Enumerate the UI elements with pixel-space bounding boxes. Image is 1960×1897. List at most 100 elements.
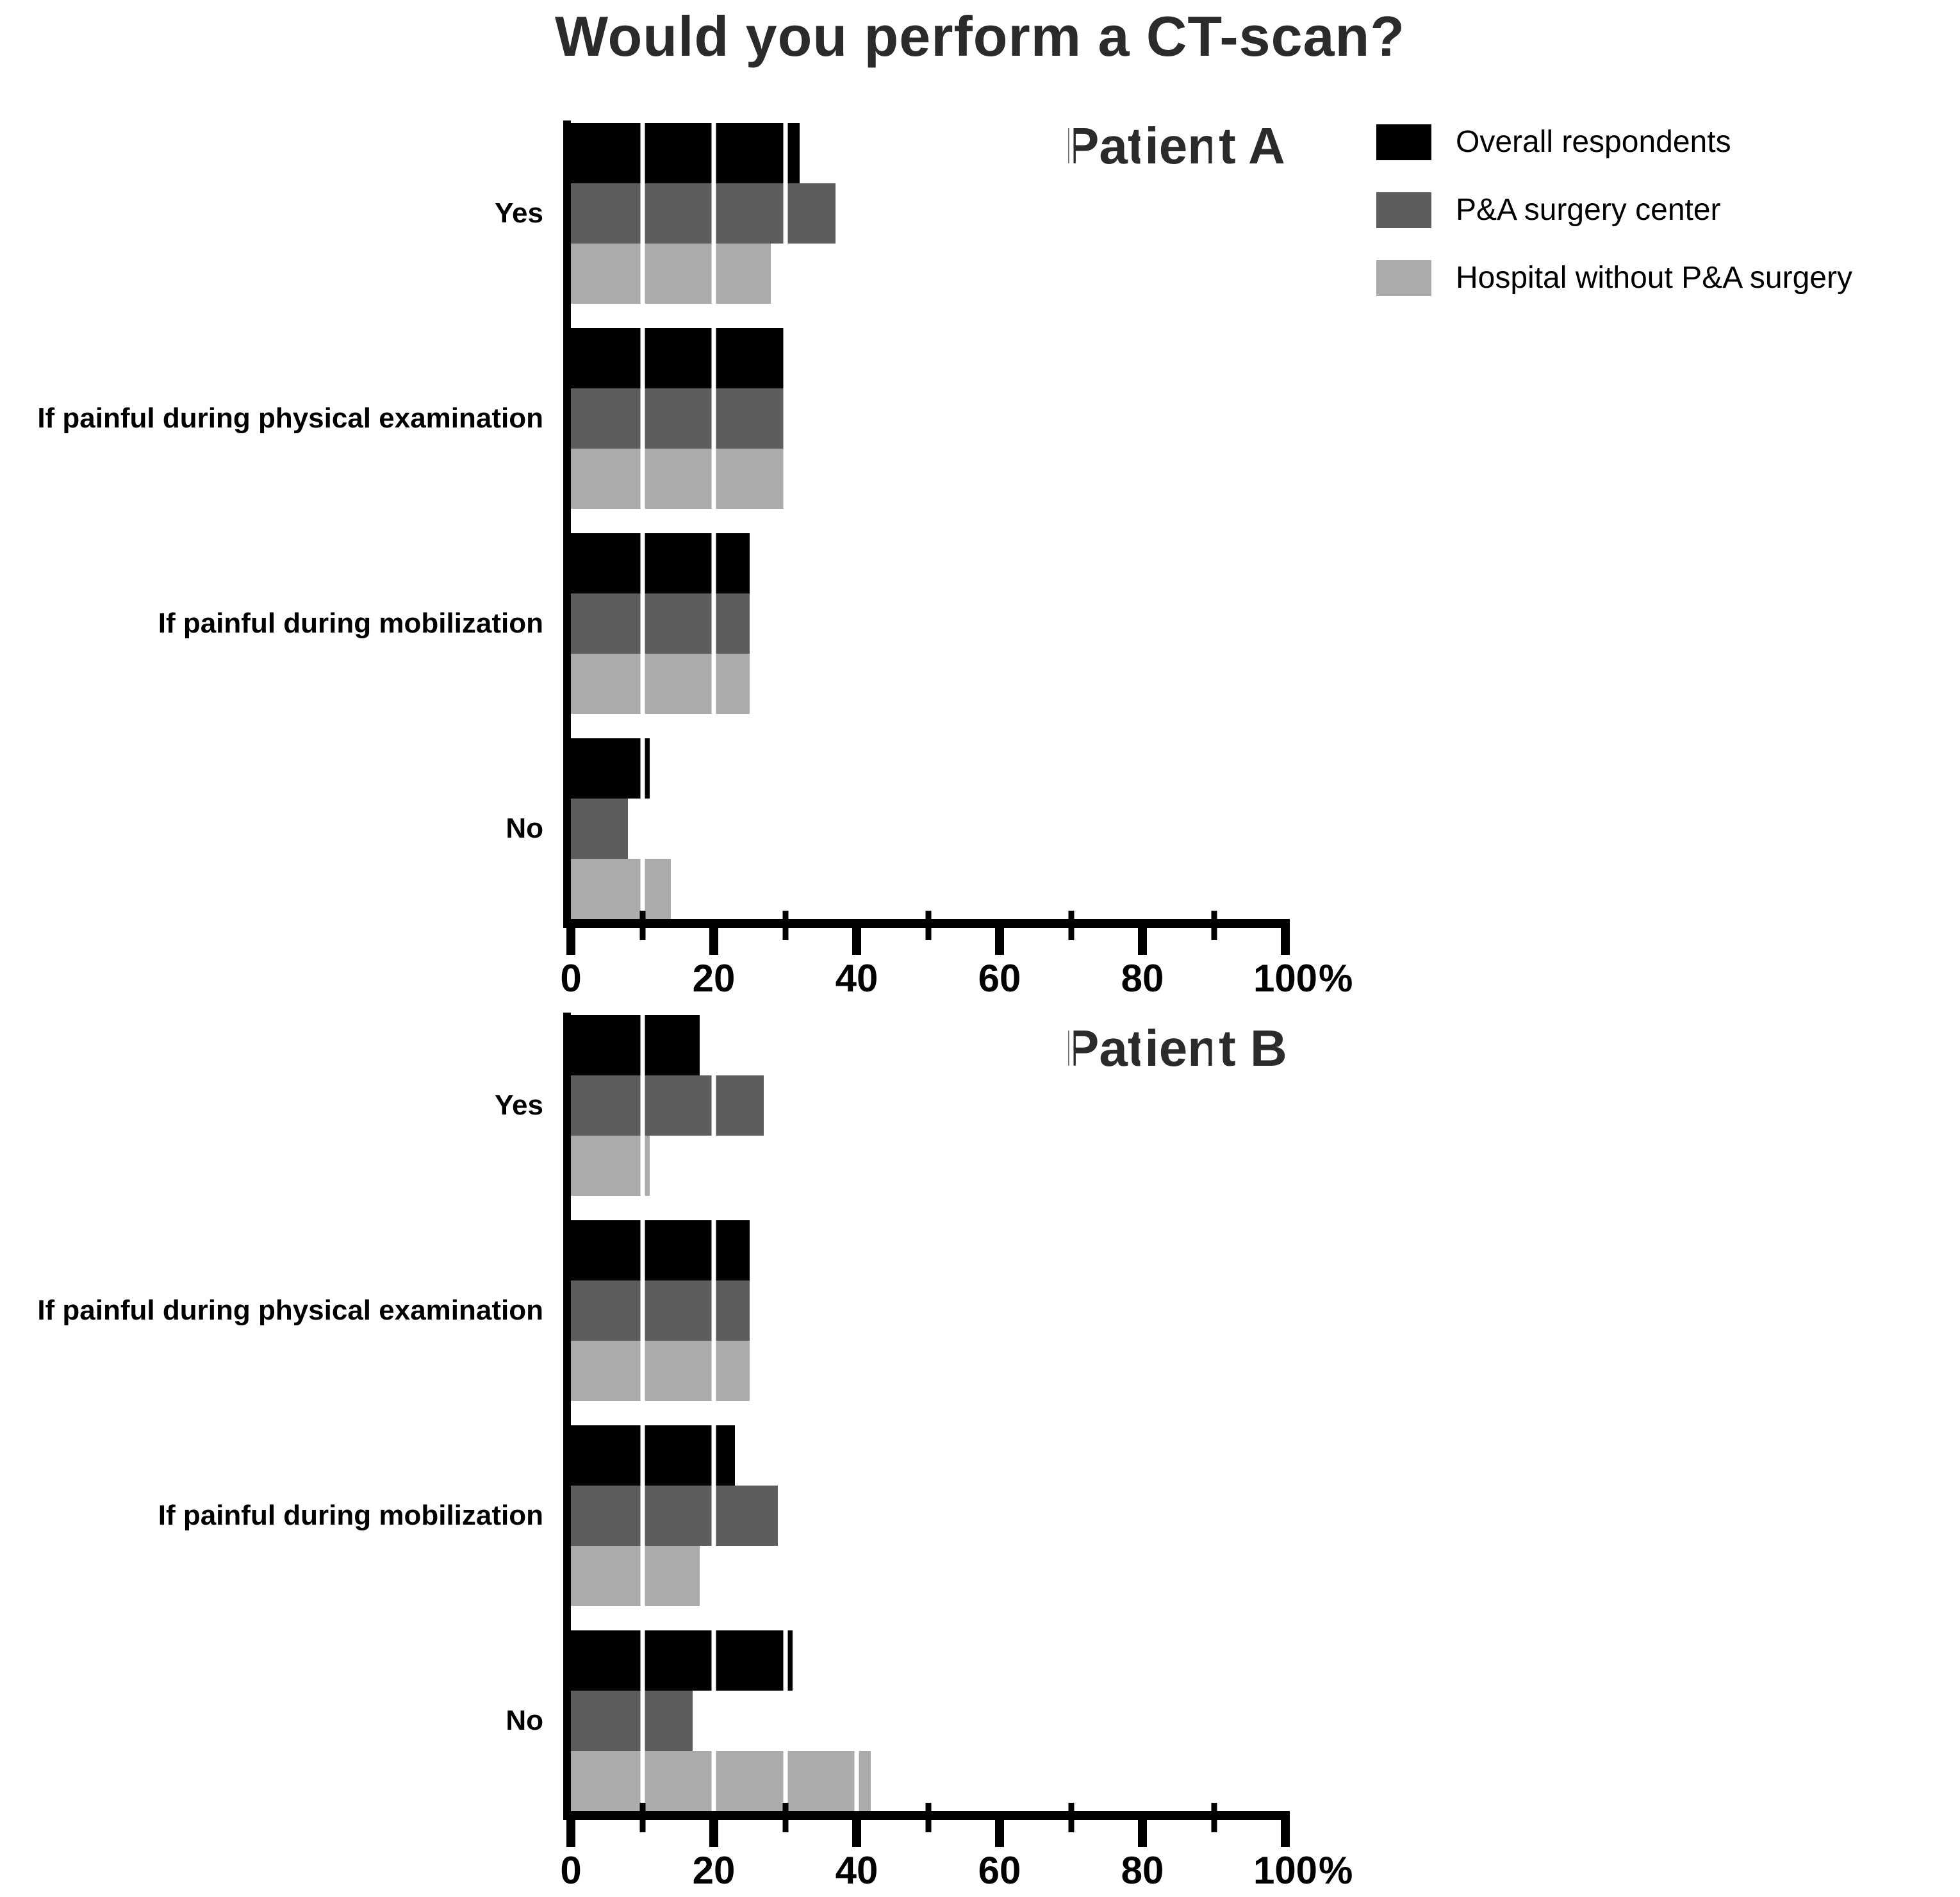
bar-hospital bbox=[571, 1341, 750, 1401]
bar-overall bbox=[571, 738, 650, 799]
bar-pa bbox=[571, 388, 786, 449]
gridline-50 bbox=[926, 1013, 930, 1811]
gridline-10 bbox=[640, 1013, 645, 1811]
bar-pa bbox=[571, 1486, 778, 1546]
panel-b-category-mobilization: If painful during mobilization bbox=[158, 1500, 543, 1531]
gridline-30 bbox=[783, 1013, 787, 1811]
panel-a-title: Patient A bbox=[1065, 117, 1285, 174]
x-tick-0 bbox=[566, 919, 575, 955]
bar-pa bbox=[571, 593, 750, 654]
bar-overall bbox=[571, 123, 800, 183]
x-tick-label: 100 bbox=[1253, 1849, 1318, 1892]
x-tick-70 bbox=[1068, 911, 1074, 940]
bar-pa bbox=[571, 1691, 693, 1751]
x-tick-100 bbox=[1281, 1811, 1290, 1847]
gridline-70 bbox=[1069, 1013, 1073, 1811]
panel-a-group-yes bbox=[571, 123, 1285, 304]
gridline-20 bbox=[711, 1013, 716, 1811]
x-tick-60 bbox=[995, 1811, 1004, 1847]
x-tick-80 bbox=[1138, 919, 1147, 955]
x-tick-label: 40 bbox=[835, 957, 878, 1000]
bar-overall bbox=[571, 1425, 736, 1486]
x-tick-80 bbox=[1138, 1811, 1147, 1847]
x-tick-90 bbox=[1211, 1803, 1217, 1832]
gridline-20 bbox=[711, 120, 716, 919]
bar-hospital bbox=[571, 1751, 871, 1811]
x-tick-90 bbox=[1211, 911, 1217, 940]
bar-overall bbox=[571, 1015, 700, 1075]
gridline-70 bbox=[1069, 120, 1073, 919]
bar-overall bbox=[571, 1220, 750, 1280]
x-tick-30 bbox=[782, 1803, 788, 1832]
x-tick-40 bbox=[852, 919, 861, 955]
panel-b-category-no: No bbox=[506, 1705, 543, 1736]
gridline-40 bbox=[854, 1013, 859, 1811]
panel-a-category-no: No bbox=[506, 813, 543, 844]
gridline-60 bbox=[997, 1013, 1002, 1811]
x-tick-20 bbox=[709, 1811, 718, 1847]
legend-item-overall: Overall respondents bbox=[1376, 124, 1852, 160]
legend-item-hospital: Hospital without P&A surgery bbox=[1376, 260, 1852, 296]
bar-overall bbox=[571, 1630, 793, 1691]
x-tick-label: 40 bbox=[835, 1849, 878, 1892]
x-tick-label: 60 bbox=[978, 1849, 1021, 1892]
bar-overall bbox=[571, 533, 750, 593]
gridline-60 bbox=[997, 120, 1002, 919]
gridline-40 bbox=[854, 120, 859, 919]
legend-swatch-darkgray-icon bbox=[1376, 192, 1431, 228]
bar-hospital bbox=[571, 244, 771, 304]
legend: Overall respondents P&A surgery center H… bbox=[1376, 124, 1852, 328]
panel-b-category-physical: If painful during physical examination bbox=[37, 1295, 543, 1326]
bar-overall bbox=[571, 328, 786, 388]
panel-b-group-mobilization bbox=[571, 1425, 1285, 1606]
chart-title: Would you perform a CT-scan? bbox=[555, 4, 1405, 68]
x-tick-100 bbox=[1281, 919, 1290, 955]
x-tick-label: 20 bbox=[692, 1849, 736, 1892]
x-tick-label: 20 bbox=[692, 957, 736, 1000]
x-tick-30 bbox=[782, 911, 788, 940]
gridline-30 bbox=[783, 120, 787, 919]
bar-pa bbox=[571, 1075, 764, 1136]
x-tick-10 bbox=[639, 911, 645, 940]
x-tick-50 bbox=[925, 1803, 931, 1832]
bar-hospital bbox=[571, 859, 671, 919]
x-tick-label: 80 bbox=[1121, 1849, 1164, 1892]
panel-b-group-no bbox=[571, 1630, 1285, 1811]
panel-a-group-mobilization bbox=[571, 533, 1285, 714]
x-tick-10 bbox=[639, 1803, 645, 1832]
panel-a-category-mobilization: If painful during mobilization bbox=[158, 608, 543, 639]
bar-hospital bbox=[571, 1136, 650, 1196]
panel-a-category-yes: Yes bbox=[495, 197, 543, 229]
panel-a-plot: 0 20 40 60 80 100 % bbox=[560, 120, 1353, 1000]
gridline-80 bbox=[1140, 1013, 1145, 1811]
panel-b-title: Patient B bbox=[1065, 1020, 1287, 1077]
gridline-90 bbox=[1212, 1013, 1216, 1811]
bar-pa bbox=[571, 799, 629, 859]
gridline-90 bbox=[1212, 120, 1216, 919]
bar-pa bbox=[571, 183, 836, 244]
bar-hospital bbox=[571, 449, 786, 509]
x-axis-percent-label: % bbox=[1319, 1849, 1353, 1892]
x-axis-percent-label: % bbox=[1319, 957, 1353, 1000]
bar-hospital bbox=[571, 1546, 700, 1606]
legend-swatch-lightgray-icon bbox=[1376, 260, 1431, 296]
panel-b-plot: 0 20 40 60 80 100 % bbox=[560, 1013, 1353, 1892]
legend-label: P&A surgery center bbox=[1456, 193, 1721, 227]
x-tick-20 bbox=[709, 919, 718, 955]
x-tick-70 bbox=[1068, 1803, 1074, 1832]
x-tick-label: 0 bbox=[560, 957, 582, 1000]
legend-label: Hospital without P&A surgery bbox=[1456, 261, 1852, 295]
x-tick-60 bbox=[995, 919, 1004, 955]
panel-a-category-physical: If painful during physical examination bbox=[37, 402, 543, 434]
legend-swatch-black-icon bbox=[1376, 124, 1431, 160]
panel-a-group-no bbox=[571, 738, 1285, 919]
bar-hospital bbox=[571, 654, 750, 714]
x-tick-label: 80 bbox=[1121, 957, 1164, 1000]
gridline-80 bbox=[1140, 120, 1145, 919]
x-tick-40 bbox=[852, 1811, 861, 1847]
x-tick-label: 100 bbox=[1253, 957, 1318, 1000]
legend-item-pa-center: P&A surgery center bbox=[1376, 192, 1852, 228]
gridline-10 bbox=[640, 120, 645, 919]
x-tick-0 bbox=[566, 1811, 575, 1847]
